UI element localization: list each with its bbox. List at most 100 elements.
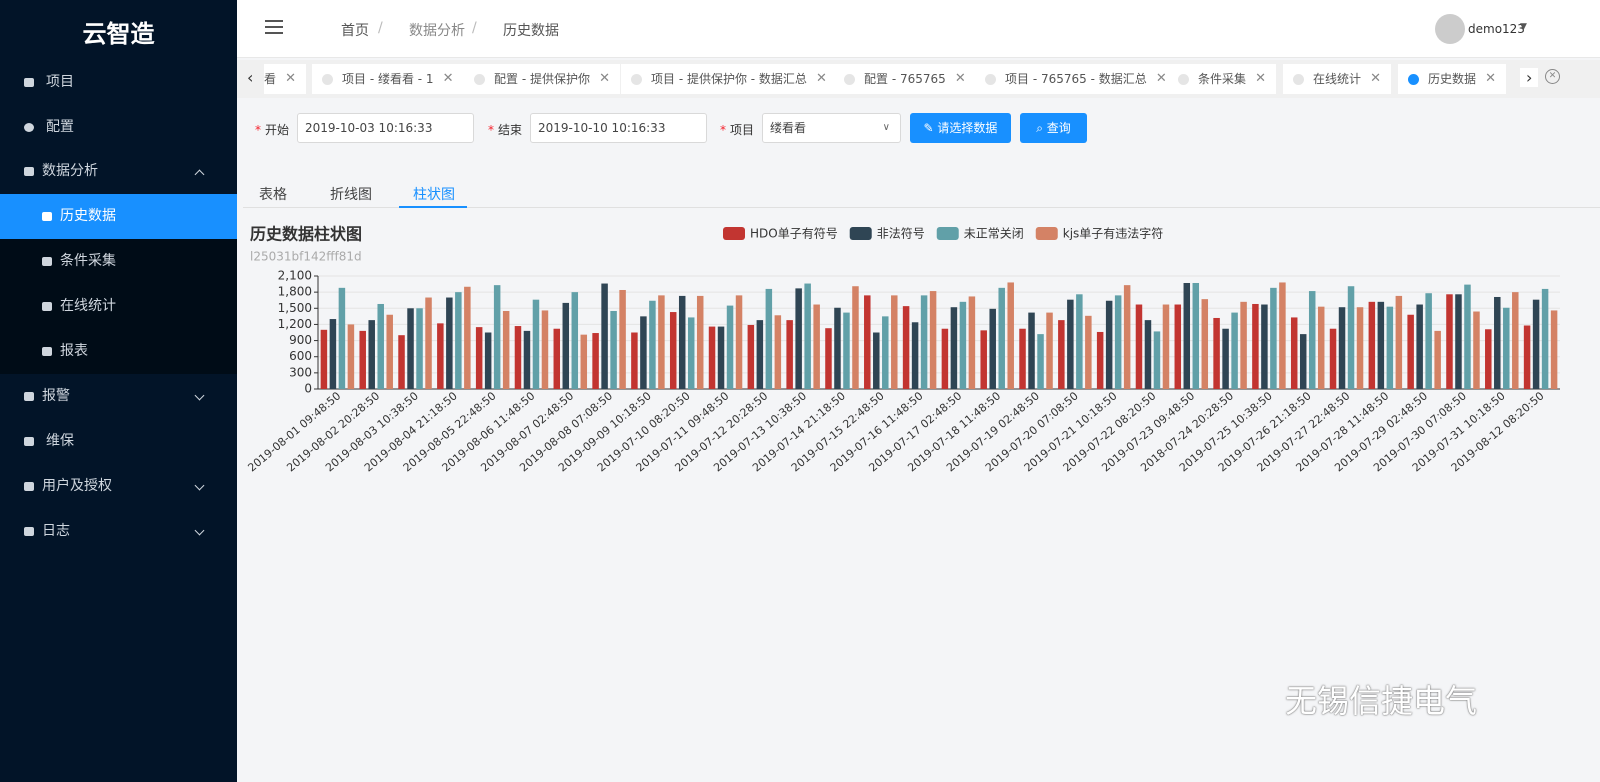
bar (1162, 304, 1170, 389)
view-tab[interactable]: 折线图 (330, 187, 372, 203)
bar (852, 286, 859, 389)
bar (580, 334, 588, 389)
watermark: 无锡信捷电气 (1285, 682, 1478, 720)
y-tick-label: 300 (289, 365, 312, 379)
menu-item[interactable]: 报警 (0, 374, 237, 419)
bar (1105, 300, 1113, 389)
sidebar: 云智造 项目 配置 数据分析 历史数据 条件采集 在线统计 报表 报警 维保 用… (0, 0, 237, 782)
bar (941, 328, 949, 389)
menu-item[interactable]: 日志 (0, 509, 237, 554)
bar (1213, 317, 1220, 389)
bar (1076, 294, 1083, 389)
bar (774, 315, 782, 389)
bar (502, 310, 510, 389)
bar (735, 295, 743, 389)
y-tick-label: 600 (289, 349, 312, 363)
tab-active[interactable]: 历史数据 ✕ (1398, 64, 1507, 94)
tab[interactable]: 项目 - 提供保护你 - 数据汇总 ✕ (621, 64, 837, 94)
tab[interactable]: 配置 - 765765 ✕ (834, 64, 976, 94)
menu-item[interactable]: 配置 (0, 105, 237, 150)
bar (592, 333, 599, 389)
bar (1240, 301, 1247, 389)
legend-item: 未正常关闭 (936, 227, 1024, 241)
bar (493, 285, 501, 389)
menu-label: 日志 (42, 523, 70, 539)
menu-label: 配置 (46, 119, 74, 135)
menu-item[interactable]: 项目 (0, 60, 237, 105)
end-input[interactable]: 2019-10-10 10:16:33 (530, 113, 707, 143)
menu-item[interactable]: 用户及授权 (0, 464, 237, 509)
breadcrumb-home[interactable]: 首页 (341, 23, 369, 39)
y-tick-label: 2,100 (278, 269, 312, 283)
tab-label: 项目 - 缕看看 - 1 (342, 72, 434, 86)
bar (484, 332, 492, 389)
chart: 历史数据柱状图 l25031bf142fff81d 0 300 600 900 1,20… (245, 225, 1560, 474)
bar (950, 307, 958, 389)
bar (929, 291, 937, 389)
tab-label: 项目 - 765765 - 数据汇总 (1005, 72, 1147, 86)
menu-item[interactable]: 维保 (0, 419, 237, 464)
bar (1368, 301, 1376, 389)
y-tick-label: 0 (304, 382, 312, 396)
bar (882, 316, 889, 389)
bar (523, 330, 531, 389)
bar (571, 292, 579, 389)
view-tab[interactable]: 表格 (259, 187, 287, 203)
bar (368, 320, 375, 389)
bar (553, 328, 561, 389)
bar (1434, 330, 1441, 389)
bar (541, 310, 549, 389)
tab-scroll-left[interactable]: ‹ (247, 68, 254, 87)
bar (437, 323, 444, 389)
submenu-item[interactable]: 在线统计 (0, 284, 237, 329)
breadcrumb[interactable]: 数据分析 (409, 23, 465, 39)
legend-swatch (723, 227, 745, 240)
username[interactable]: demo123 (1468, 22, 1525, 36)
menu-label: 维保 (46, 433, 74, 449)
tab[interactable]: 项目 - 765765 - 数据汇总 ✕ (975, 64, 1177, 94)
tab-scroll-right[interactable]: › (1520, 68, 1539, 87)
bar (1308, 291, 1316, 389)
bar (669, 312, 677, 389)
close-all[interactable]: ✕ (1545, 69, 1560, 84)
legend-swatch (849, 227, 872, 240)
bar (631, 332, 638, 389)
bar (1532, 299, 1540, 389)
query-button[interactable]: ⌕ 查询 (1020, 113, 1087, 143)
bar (825, 328, 832, 389)
tab[interactable]: 项目 - 缕看看 - 1 ✕ (312, 64, 464, 94)
menu-item[interactable]: 数据分析 (0, 149, 237, 194)
tab[interactable]: 条件采集 ✕ (1168, 64, 1277, 94)
tab[interactable]: 在线统计 ✕ (1283, 64, 1392, 94)
bar (1058, 320, 1065, 389)
bar (1174, 304, 1182, 389)
bar (1222, 328, 1229, 389)
avatar[interactable] (1435, 14, 1465, 44)
tab[interactable]: 看 ✕ (264, 64, 307, 94)
bar (398, 335, 405, 389)
bar (416, 308, 423, 389)
bar (640, 316, 647, 389)
bar (765, 288, 773, 389)
menu-toggle[interactable] (265, 20, 283, 34)
tab[interactable]: 配置 - 提供保护你 ✕ (464, 64, 620, 94)
submenu-item[interactable]: 报表 (0, 329, 237, 374)
input-value: 2019-10-10 10:16:33 (538, 121, 666, 135)
submenu-item[interactable]: 历史数据 (0, 194, 237, 239)
tab-bar: ‹ 看 ✕ 项目 - 缕看看 - 1 ✕ 配置 - 提供保护你 ✕ 项目 - 提供保护… (237, 60, 1600, 98)
bar (786, 320, 793, 389)
brand: 云智造 (82, 20, 155, 48)
project-select[interactable]: 缕看看 ∨ (762, 113, 901, 143)
view-tab-active[interactable]: 柱状图 (413, 187, 455, 203)
bar (1541, 288, 1549, 389)
bar (1473, 311, 1480, 389)
submenu-item[interactable]: 条件采集 (0, 239, 237, 284)
bar (1231, 312, 1238, 389)
bar (1503, 307, 1510, 389)
legend-item: kjs单子有违法字符 (1035, 226, 1163, 241)
bar (717, 326, 725, 389)
bar (813, 304, 820, 389)
start-input[interactable]: 2019-10-03 10:16:33 (297, 113, 474, 143)
project-label: * 项目 (720, 123, 755, 137)
select-data-button[interactable]: ✎ 请选择数据 (910, 113, 1011, 143)
